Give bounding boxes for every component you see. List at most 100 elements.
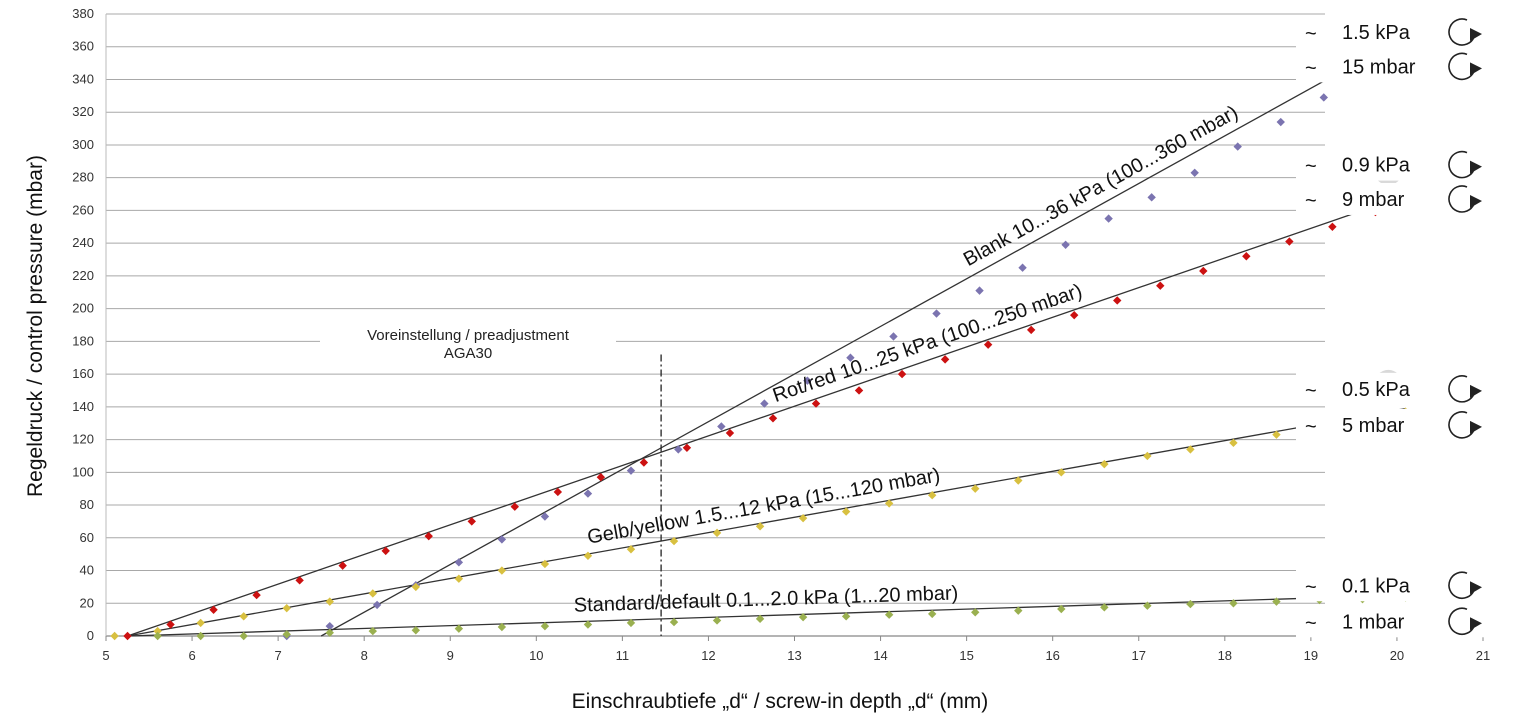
grid-lines: [106, 13, 1325, 637]
y-tick-label: 280: [72, 170, 94, 185]
approx-symbol: ~: [1305, 416, 1317, 438]
y-tick-label: 140: [72, 399, 94, 414]
x-tick-label: 5: [102, 648, 109, 663]
curve-label: Blank 10...36 kPa (100...360 mbar): [960, 101, 1242, 270]
data-point: [123, 631, 132, 641]
data-point: [1328, 222, 1337, 231]
data-point: [325, 597, 334, 606]
x-tick-label: 21: [1476, 648, 1490, 663]
rotate-arrowhead-icon: [1470, 28, 1482, 42]
data-point: [889, 332, 898, 341]
data-point: [1229, 438, 1238, 448]
y-tick-label: 40: [80, 563, 94, 578]
side-pressure-labels: ~1.5 kPa ~ 15 mbar ~ 0.9 kPa ~ 9 mbar ~ 0.5 kPa ~…: [1296, 16, 1486, 638]
y-tick-label: 0: [87, 628, 94, 643]
y-tick-label: 300: [72, 137, 94, 152]
trend-line: [127, 195, 1406, 637]
data-point: [760, 399, 769, 408]
side-pressure-value: 1.5 kPa: [1342, 22, 1411, 44]
data-point: [1229, 599, 1238, 608]
data-point: [682, 443, 692, 452]
y-tick-label: 160: [72, 366, 94, 381]
data-point: [282, 630, 291, 639]
data-point: [928, 491, 937, 500]
rotate-clockwise-icon: [1448, 18, 1475, 46]
side-pressure-value: 5 mbar: [1342, 415, 1405, 437]
data-point: [252, 590, 261, 600]
data-point: [983, 340, 993, 349]
x-tick-label: 7: [275, 648, 282, 663]
data-point: [372, 600, 382, 610]
data-point: [553, 487, 563, 497]
data-point: [674, 445, 683, 454]
data-point: [196, 631, 205, 641]
data-point: [454, 574, 464, 583]
trend-line: [127, 407, 1406, 637]
data-point: [540, 559, 550, 569]
data-point: [1070, 310, 1079, 320]
x-tick-label: 19: [1304, 648, 1318, 663]
approx-symbol: ~: [1305, 23, 1317, 45]
rotate-arrowhead-icon: [1470, 617, 1482, 631]
data-point: [1199, 266, 1208, 276]
data-point: [841, 507, 851, 516]
data-point: [596, 473, 606, 482]
data-point: [368, 626, 377, 636]
data-point: [282, 603, 291, 613]
data-point: [239, 631, 248, 641]
data-point: [196, 618, 205, 628]
data-point: [381, 546, 390, 556]
data-point: [1319, 93, 1328, 102]
rotate-clockwise-icon: [1448, 185, 1475, 213]
data-point: [768, 414, 778, 423]
y-tick-label: 380: [72, 6, 94, 21]
data-point: [712, 616, 722, 625]
x-tick-label: 20: [1390, 648, 1404, 663]
data-point: [1186, 599, 1195, 609]
x-tick-label: 10: [529, 648, 543, 663]
y-tick-label: 100: [72, 464, 94, 479]
approx-symbol: ~: [1305, 57, 1317, 79]
y-axis-title: Regeldruck / control pressure (mbar): [24, 155, 47, 497]
data-point: [209, 605, 218, 615]
x-tick-label: 9: [447, 648, 454, 663]
data-point: [639, 458, 649, 467]
y-tick-label: 80: [80, 497, 94, 512]
side-pressure-value: 1 mbar: [1342, 611, 1405, 633]
data-point: [583, 489, 593, 498]
rotate-arrowhead-icon: [1470, 581, 1482, 595]
side-pressure-value: 0.1 kPa: [1342, 575, 1411, 597]
x-tick-label: 17: [1132, 648, 1146, 663]
data-point: [239, 612, 248, 621]
y-tick-label: 340: [72, 71, 94, 86]
data-point: [669, 617, 679, 627]
data-point: [110, 631, 119, 641]
y-tick-label: 240: [72, 235, 94, 250]
preadjustment-label: Voreinstellung / preadjustment: [367, 327, 570, 344]
data-point: [626, 618, 636, 628]
data-point: [1026, 325, 1036, 335]
data-point: [971, 484, 980, 493]
data-point: [798, 513, 808, 523]
data-point: [712, 528, 722, 538]
data-point: [1061, 240, 1070, 249]
curve-label: Rot/red 10...25 kPa (100...250 mbar): [770, 280, 1085, 407]
data-point: [846, 353, 855, 362]
side-pressure-value: 9 mbar: [1342, 189, 1405, 211]
y-tick-label: 260: [72, 202, 94, 217]
y-tick-label: 360: [72, 39, 94, 54]
x-tick-label: 13: [787, 648, 801, 663]
data-point: [411, 626, 421, 635]
x-axis-title: Einschraubtiefe „d“ / screw-in depth „d“…: [572, 690, 989, 713]
data-point: [325, 628, 334, 637]
data-point: [497, 535, 507, 544]
data-point: [798, 612, 808, 622]
rotate-arrowhead-icon: [1470, 62, 1482, 76]
data-point: [841, 612, 851, 621]
trend-lines: [127, 54, 1406, 637]
data-point: [940, 355, 950, 364]
data-point: [1057, 604, 1066, 614]
data-point: [467, 517, 476, 526]
data-point: [975, 286, 984, 295]
